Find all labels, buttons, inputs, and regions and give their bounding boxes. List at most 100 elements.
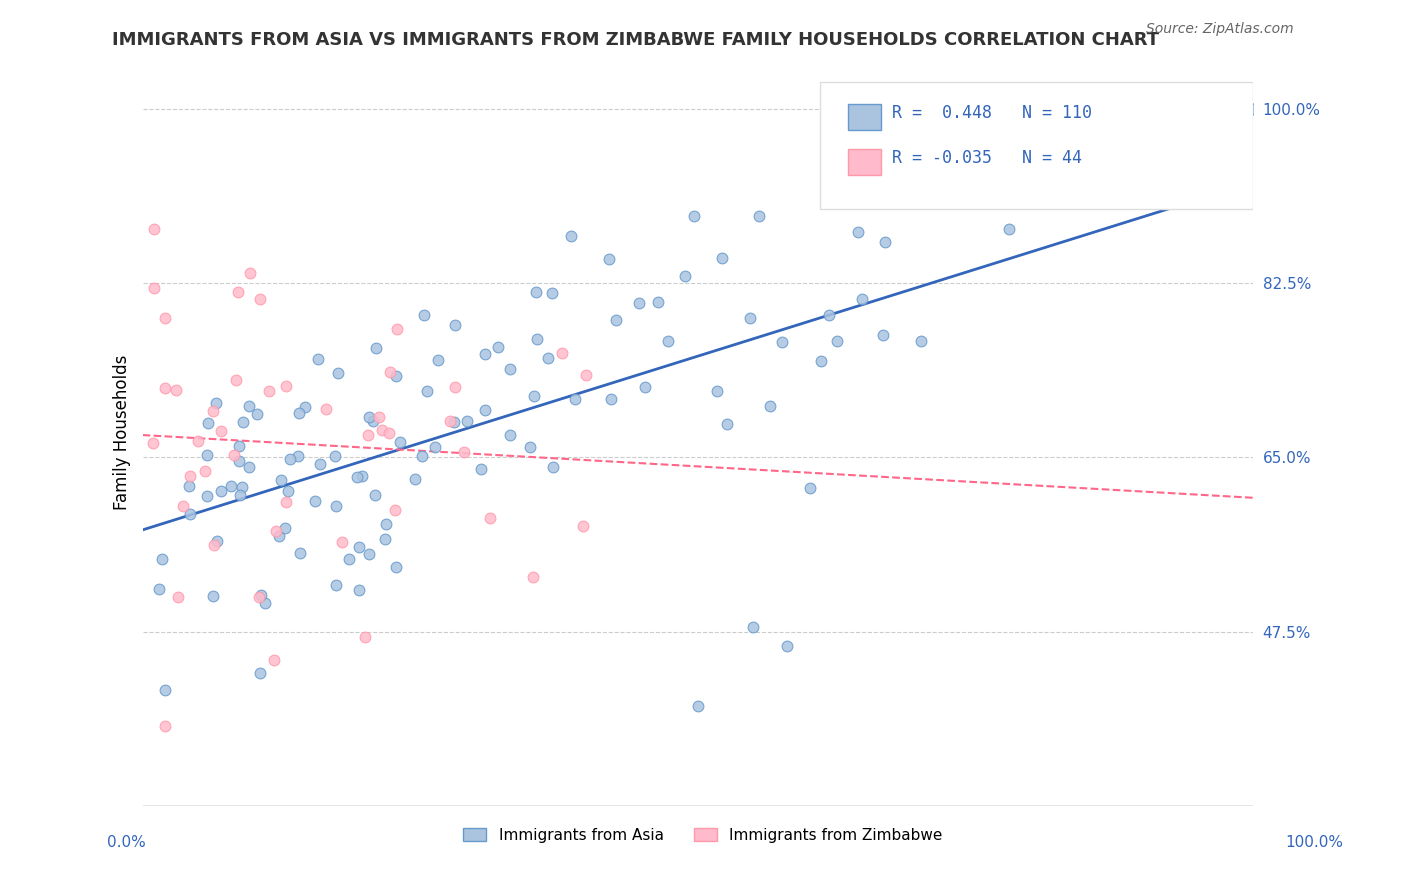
Point [165, 384, 187, 398]
Point [374, 532, 396, 546]
Point [810, 353, 832, 368]
Point [325, 578, 347, 592]
Point [226, 285, 249, 299]
Point [202, 538, 225, 552]
Point [439, 414, 461, 428]
Point [519, 441, 541, 455]
Point [325, 499, 347, 513]
Point [499, 362, 522, 376]
Point [647, 295, 669, 310]
Point [219, 479, 242, 493]
Point [353, 630, 375, 644]
Point [257, 384, 280, 399]
Point [194, 464, 217, 478]
Point [486, 340, 509, 354]
Point [748, 209, 770, 223]
Point [444, 380, 467, 394]
Point [657, 334, 679, 348]
Point [470, 462, 492, 476]
FancyBboxPatch shape [848, 149, 882, 175]
Text: 100.0%: 100.0% [1285, 836, 1344, 850]
Point [375, 516, 398, 531]
Point [910, 334, 932, 348]
Point [287, 449, 309, 463]
Point [337, 551, 360, 566]
Point [872, 328, 894, 343]
FancyBboxPatch shape [820, 82, 1253, 209]
Point [716, 417, 738, 431]
Point [380, 365, 402, 379]
Point [304, 493, 326, 508]
Point [411, 449, 433, 463]
Point [195, 448, 218, 462]
Point [541, 285, 564, 300]
Point [228, 439, 250, 453]
Point [634, 380, 657, 394]
Point [277, 484, 299, 499]
Point [524, 285, 547, 300]
Point [153, 311, 176, 326]
Point [818, 308, 841, 322]
Point [315, 401, 337, 416]
Point [209, 424, 232, 438]
Point [294, 400, 316, 414]
Point [551, 346, 574, 360]
Point [228, 454, 250, 468]
Y-axis label: Family Households: Family Households [114, 355, 131, 510]
Point [368, 410, 391, 425]
Point [309, 457, 332, 471]
FancyBboxPatch shape [848, 104, 882, 130]
Point [232, 415, 254, 429]
Point [740, 311, 762, 326]
Point [361, 414, 384, 428]
Point [479, 511, 502, 525]
Point [385, 322, 408, 336]
Point [384, 503, 406, 517]
Point [264, 524, 287, 538]
Point [537, 351, 560, 365]
Point [238, 399, 260, 413]
Point [427, 353, 450, 368]
Point [416, 384, 439, 398]
Point [153, 381, 176, 395]
Text: IMMIGRANTS FROM ASIA VS IMMIGRANTS FROM ZIMBABWE FAMILY HOUSEHOLDS CORRELATION C: IMMIGRANTS FROM ASIA VS IMMIGRANTS FROM … [112, 31, 1160, 49]
Point [224, 448, 246, 462]
Point [153, 682, 176, 697]
Point [229, 488, 252, 502]
Point [423, 441, 446, 455]
Point [249, 588, 271, 602]
Point [195, 489, 218, 503]
Point [775, 640, 797, 654]
Point [167, 590, 190, 604]
Point [628, 296, 651, 310]
Point [142, 221, 165, 235]
Point [197, 416, 219, 430]
Point [357, 547, 380, 561]
Point [575, 368, 598, 382]
Point [673, 268, 696, 283]
Point [142, 281, 165, 295]
Point [564, 392, 586, 406]
Point [599, 392, 621, 406]
Point [385, 559, 408, 574]
Point [270, 473, 292, 487]
Point [328, 366, 350, 380]
Point [526, 331, 548, 345]
Point [179, 507, 201, 521]
Point [288, 406, 311, 420]
Point [682, 209, 704, 223]
Point [209, 484, 232, 499]
Point [605, 312, 627, 326]
Point [179, 469, 201, 483]
Point [263, 652, 285, 666]
Point [711, 251, 734, 265]
Point [231, 480, 253, 494]
Point [323, 449, 346, 463]
Point [249, 666, 271, 681]
Point [598, 252, 620, 266]
Point [1241, 103, 1264, 117]
Point [456, 414, 478, 428]
Point [274, 521, 297, 535]
Point [742, 619, 765, 633]
Point [572, 518, 595, 533]
